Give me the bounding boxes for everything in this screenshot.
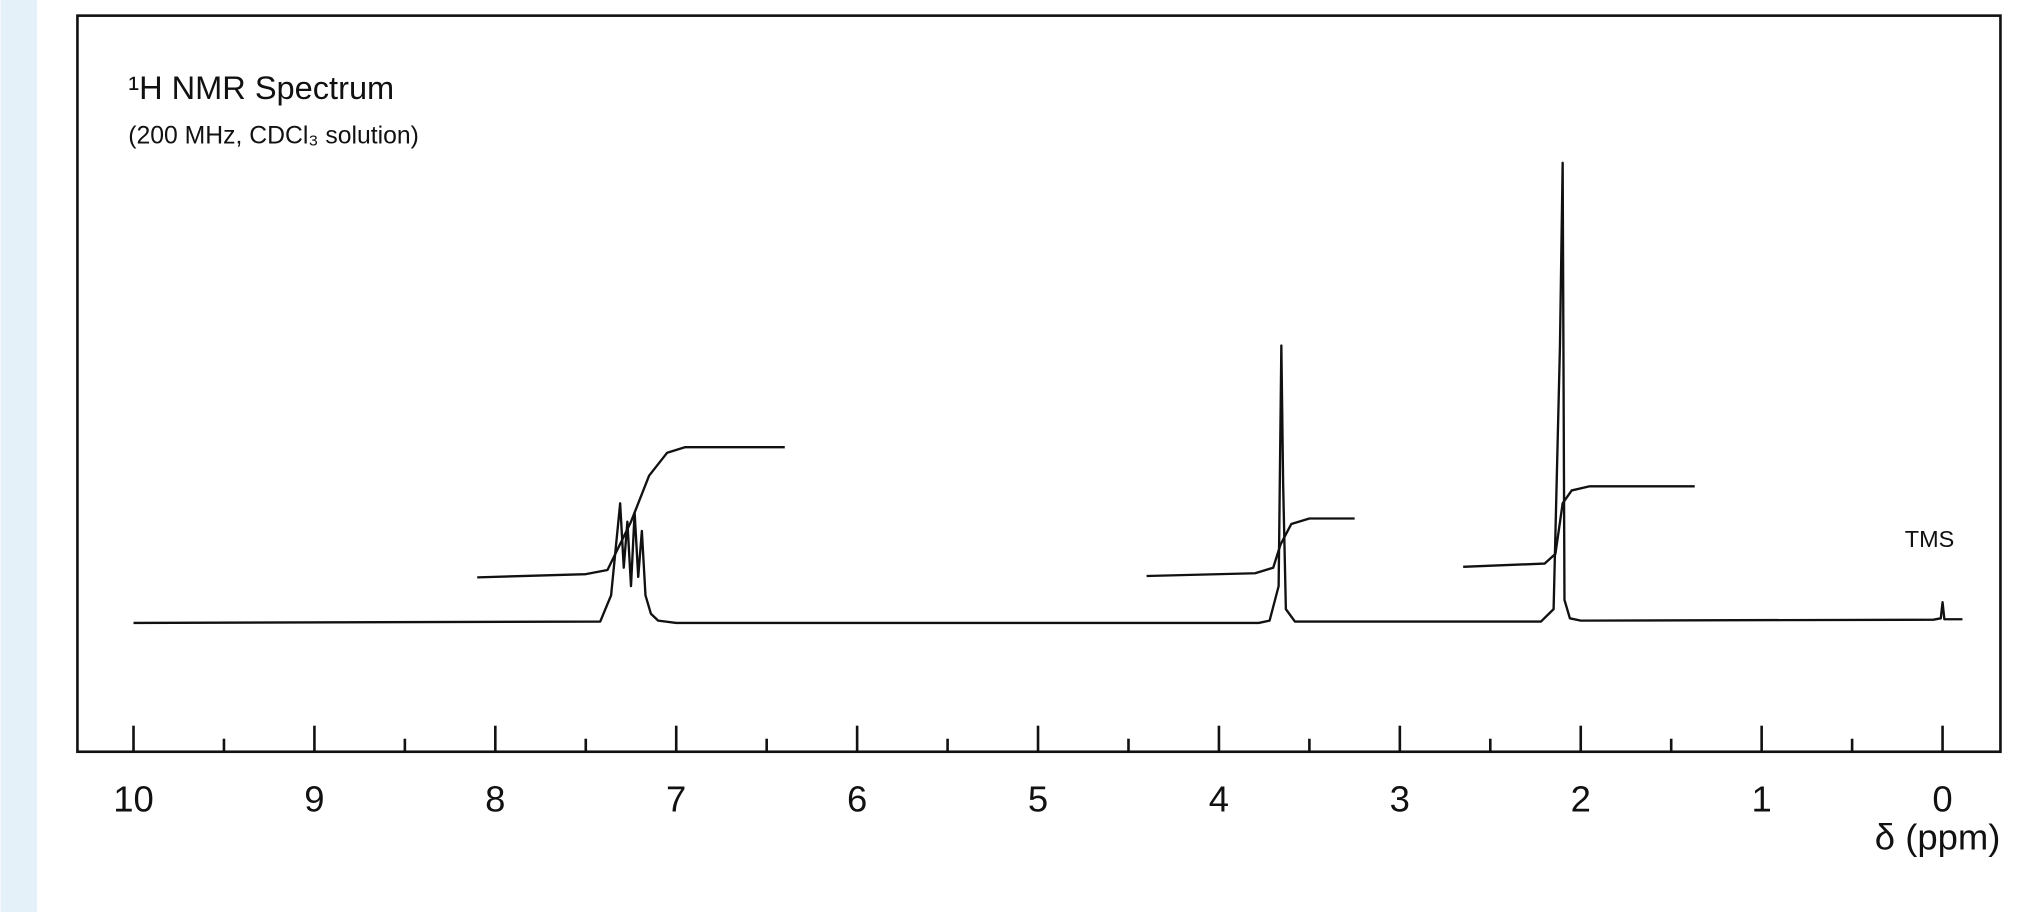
x-tick-label: 5 [1028, 779, 1048, 820]
x-tick-label: 1 [1752, 779, 1772, 820]
x-tick-label: 6 [847, 779, 867, 820]
x-tick-label: 10 [113, 779, 154, 820]
series-line [133, 161, 1963, 625]
annotation: TMS [1905, 526, 1954, 552]
chart-subtitle: (200 MHz, CDCl₃ solution) [128, 122, 419, 149]
chart-title: ¹H NMR Spectrum [128, 70, 394, 106]
x-tick-label: 0 [1932, 779, 1952, 820]
x-axis-label: δ (ppm) [1875, 816, 2001, 857]
side-strip [0, 0, 38, 912]
x-tick-label: 4 [1209, 779, 1229, 820]
x-tick-label: 9 [304, 779, 324, 820]
x-tick-label: 7 [666, 779, 686, 820]
x-tick-label: 8 [485, 779, 505, 820]
series-line [477, 446, 1695, 579]
x-tick-label: 3 [1390, 779, 1410, 820]
x-tick-label: 2 [1571, 779, 1591, 820]
